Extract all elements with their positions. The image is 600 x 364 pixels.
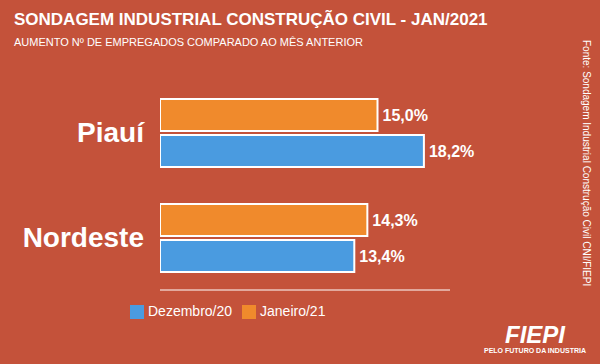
html-text:PELO FUTURO DA INDUSTRIA: PELO FUTURO DA INDUSTRIA: [484, 347, 586, 354]
html-text:Dezembro/20: Dezembro/20: [148, 303, 232, 319]
svg-text:Nordeste: Nordeste: [23, 222, 144, 253]
svg-text:13,4%: 13,4%: [359, 248, 404, 265]
html-text:Fonte: Sondagem Industrial Con: Fonte: Sondagem Industrial Construção Ci…: [581, 40, 592, 287]
html-text:AUMENTO Nº DE EMPREGADOS COMPA: AUMENTO Nº DE EMPREGADOS COMPARADO AO MÊ…: [14, 36, 363, 48]
html-text:Janeiro/21: Janeiro/21: [260, 303, 326, 319]
html-text:SONDAGEM INDUSTRIAL CONSTRUÇÃO: SONDAGEM INDUSTRIAL CONSTRUÇÃO CIVIL - J…: [14, 10, 488, 29]
svg-text:14,3%: 14,3%: [372, 212, 417, 229]
svg-text:Piauí: Piauí: [77, 117, 145, 148]
svg-text:15,0%: 15,0%: [383, 107, 428, 124]
html-text:FIEPI: FIEPI: [505, 321, 565, 348]
svg-text:18,2%: 18,2%: [429, 143, 474, 160]
